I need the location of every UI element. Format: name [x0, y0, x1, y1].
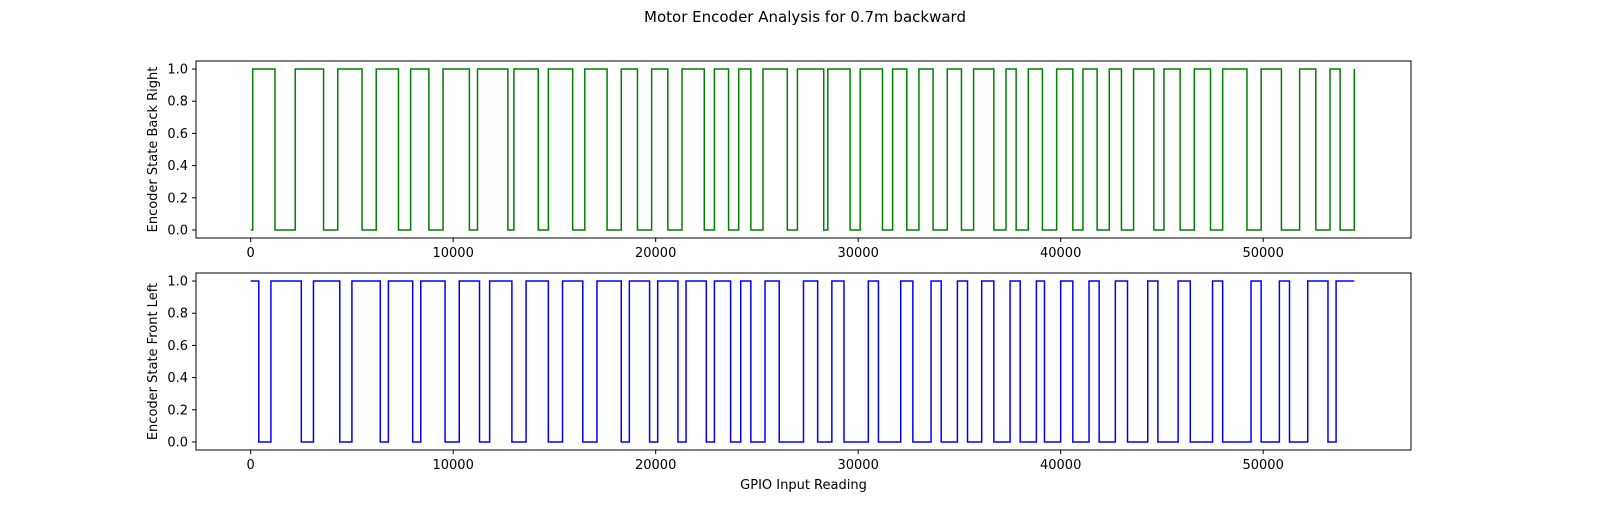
y-tick-label-0-3: 0.6 — [167, 127, 188, 142]
y-tick-label-0-1: 0.2 — [167, 191, 188, 206]
axes-frame-1 — [195, 272, 1412, 451]
y-tick-label-1-3: 0.6 — [167, 339, 188, 354]
y-axis-label-0: Encoder State Back Right — [146, 67, 161, 233]
y-tick-label-1-5: 1.0 — [167, 275, 188, 290]
y-tick-label-0-4: 0.8 — [167, 95, 188, 110]
axes-frame-0 — [195, 60, 1412, 239]
x-tick-label-1-5: 50000 — [1242, 458, 1283, 473]
series-line-0 — [250, 68, 1356, 231]
x-tick-label-1-2: 20000 — [635, 458, 676, 473]
y-tick-label-0-0: 0.0 — [167, 223, 188, 238]
y-tick-label-0-2: 0.4 — [167, 159, 188, 174]
x-tick-label-0-3: 30000 — [837, 246, 878, 261]
y-axis-label-1: Encoder State Front Left — [146, 283, 161, 440]
x-tick-label-1-4: 40000 — [1040, 458, 1081, 473]
y-tick-label-1-0: 0.0 — [167, 435, 188, 450]
x-tick-label-1-1: 10000 — [432, 458, 473, 473]
x-tick-label-1-3: 30000 — [837, 458, 878, 473]
x-tick-label-1-0: 0 — [247, 458, 255, 473]
x-axis-label-1: GPIO Input Reading — [740, 478, 867, 493]
panel-front-left: 0 10000 20000 30000 40000 50000 0.0 0.2 0.4 0.6 0.… — [146, 272, 1412, 493]
x-tick-label-0-1: 10000 — [432, 246, 473, 261]
panel-back-right: 0 10000 20000 30000 40000 50000 0.0 0.2 0.4 0.6 0.… — [146, 60, 1412, 261]
y-tick-label-1-2: 0.4 — [167, 371, 188, 386]
series-line-1 — [250, 280, 1355, 443]
y-tick-label-1-4: 0.8 — [167, 307, 188, 322]
x-tick-label-0-2: 20000 — [635, 246, 676, 261]
x-tick-label-0-5: 50000 — [1242, 246, 1283, 261]
y-tick-label-0-5: 1.0 — [167, 63, 188, 78]
x-tick-label-0-4: 40000 — [1040, 246, 1081, 261]
figure-title: Motor Encoder Analysis for 0.7m backward — [644, 8, 966, 26]
x-tick-label-0-0: 0 — [247, 246, 255, 261]
y-tick-label-1-1: 0.2 — [167, 403, 188, 418]
